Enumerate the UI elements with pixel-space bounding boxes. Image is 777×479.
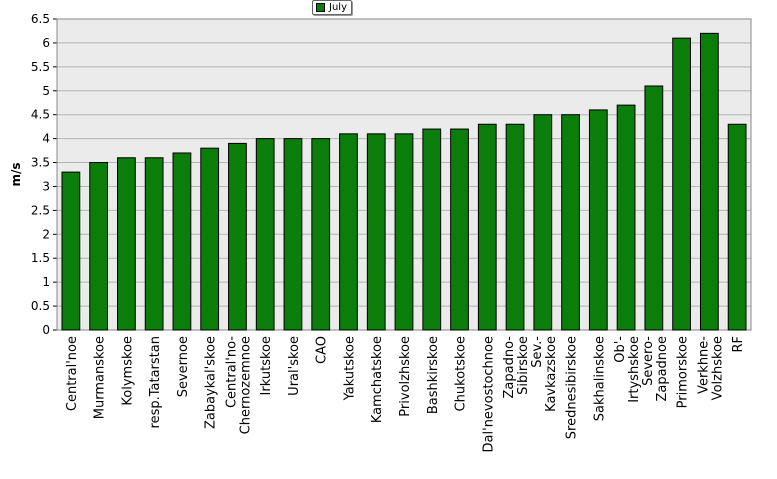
x-tick-label: Severo- xyxy=(641,336,656,386)
x-tick-label: Kavkazskoe xyxy=(544,336,559,412)
x-tick-label: Ural'skoe xyxy=(287,336,302,396)
bar xyxy=(644,85,664,331)
x-tick-label: Severnoe xyxy=(176,336,191,397)
bar xyxy=(339,133,358,331)
y-tick-label: 4 xyxy=(42,132,50,146)
x-tick-label: Central'noe xyxy=(65,336,80,411)
bar xyxy=(172,152,192,331)
bar xyxy=(561,114,580,331)
bar xyxy=(89,162,109,331)
x-tick-label: Zapadno- xyxy=(502,336,517,399)
bar xyxy=(450,128,469,331)
x-tick-label: resp.Tatarstan xyxy=(148,336,163,428)
x-tick-label: Irtyshskoe xyxy=(627,336,642,403)
x-tick-label: Privolzhskoe xyxy=(398,336,413,417)
y-tick-label: 1 xyxy=(42,275,50,289)
bar xyxy=(672,37,691,331)
x-tick-label: Bashkirskoe xyxy=(426,336,441,414)
bar xyxy=(144,157,164,331)
x-tick-label: Chukotskoe xyxy=(454,336,469,411)
x-tick-label: Volzhskoe xyxy=(710,336,725,400)
y-tick-label: 5 xyxy=(42,84,50,98)
x-tick-label: Kolymskoe xyxy=(120,336,135,406)
bar xyxy=(699,32,719,331)
x-tick-label: RF xyxy=(731,336,746,353)
x-tick-label: Irkutskoe xyxy=(259,336,274,395)
x-tick-label: Dal'nevostochnoe xyxy=(481,336,496,452)
x-tick-label: Yakutskoe xyxy=(342,336,357,401)
x-tick-label: Chernozemnoe xyxy=(238,336,253,434)
y-tick-label: 4.5 xyxy=(31,108,50,122)
bar xyxy=(366,133,386,331)
x-tick-label: Zapadnoe xyxy=(655,336,670,402)
bar xyxy=(422,128,442,331)
x-tick-label: Sakhalinskoe xyxy=(592,336,607,421)
y-tick-label: 6.5 xyxy=(31,12,50,26)
x-tick-label: CAO xyxy=(315,336,330,364)
bar xyxy=(311,138,331,331)
x-tick-label: Murmanskoe xyxy=(93,336,108,419)
x-tick-label: Central'no- xyxy=(224,336,239,408)
y-axis-title: m/s xyxy=(9,162,23,186)
bar xyxy=(616,104,636,331)
y-tick-label: 2.5 xyxy=(31,203,50,217)
legend-label-july: July xyxy=(329,2,347,13)
bar xyxy=(283,138,303,331)
y-tick-label: 2 xyxy=(42,227,50,241)
bar xyxy=(727,123,747,331)
bar xyxy=(394,133,414,331)
y-tick-label: 1.5 xyxy=(31,251,50,265)
bar xyxy=(200,147,220,331)
bar xyxy=(61,171,81,331)
x-tick-label: Sev.- xyxy=(530,336,545,368)
bar xyxy=(505,123,525,331)
bar xyxy=(117,157,136,331)
chart-legend: July xyxy=(312,0,352,15)
x-tick-label: Verkhne- xyxy=(696,336,711,394)
y-tick-label: 3 xyxy=(42,179,50,193)
x-tick-label: Primorskoe xyxy=(676,336,691,408)
bar xyxy=(588,109,608,331)
x-tick-label: Kamchatskoe xyxy=(370,336,385,423)
y-tick-label: 0.5 xyxy=(31,299,50,313)
y-tick-label: 5.5 xyxy=(31,60,50,74)
x-tick-label: Sibirskoe xyxy=(516,336,531,395)
y-tick-label: 3.5 xyxy=(31,156,50,170)
x-tick-label: Srednesibirskoe xyxy=(565,336,580,439)
bar xyxy=(477,123,497,331)
y-tick-label: 0 xyxy=(42,323,50,337)
x-tick-label: Ob'- xyxy=(613,336,628,363)
legend-swatch-july xyxy=(316,3,325,12)
bar xyxy=(228,142,247,331)
x-tick-label: Zabaykal'skoe xyxy=(204,336,219,429)
y-tick-label: 6 xyxy=(42,36,50,50)
bar xyxy=(533,114,553,331)
bar xyxy=(255,138,275,331)
